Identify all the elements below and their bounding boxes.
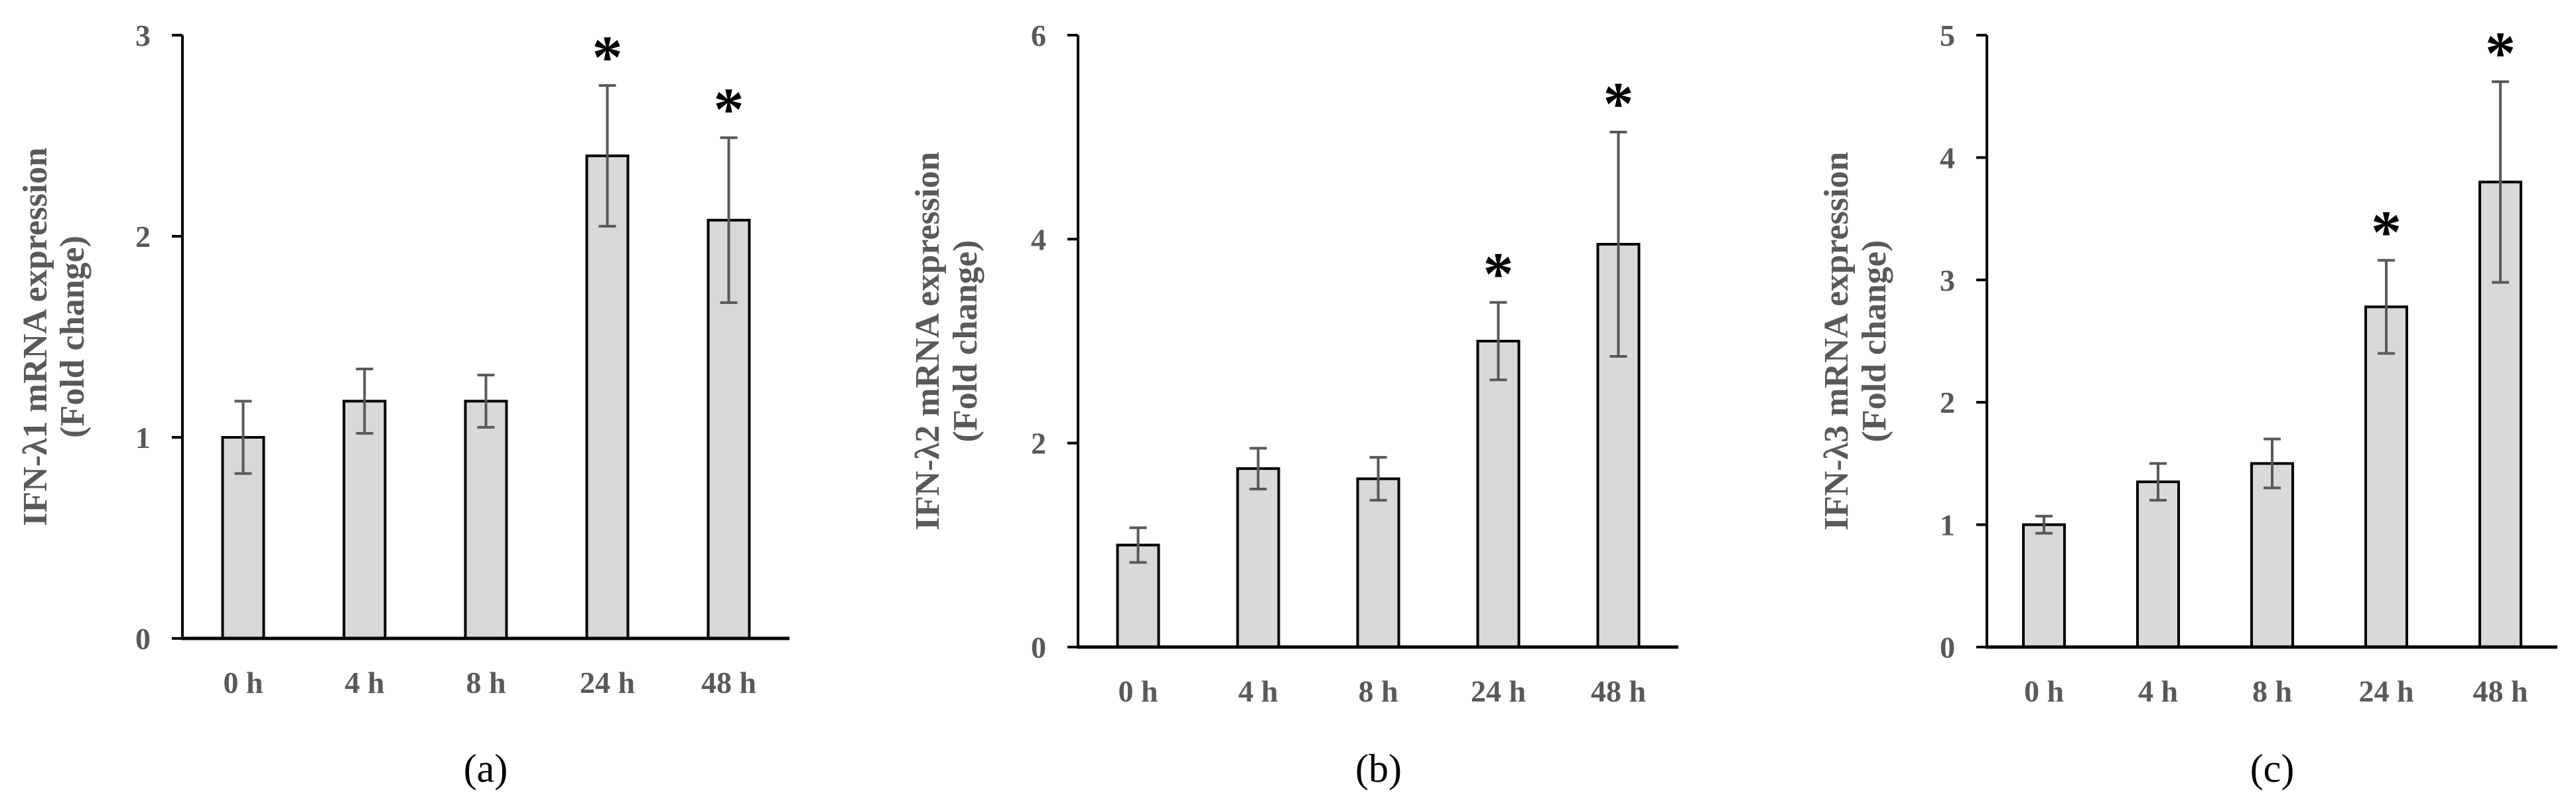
y-axis-title: IFN-λ1 mRNA expression xyxy=(17,147,54,526)
bar xyxy=(1236,467,1280,648)
y-tick-label: 6 xyxy=(1031,19,1046,52)
significance-marker: * xyxy=(1483,240,1514,308)
significance-marker: * xyxy=(2371,198,2402,265)
x-tick-label: 24 h xyxy=(580,666,635,699)
bar xyxy=(2022,523,2066,648)
x-tick-label: 48 h xyxy=(2473,674,2528,708)
bar xyxy=(1356,477,1400,649)
y-tick-label: 2 xyxy=(135,220,151,254)
panel-label: (a) xyxy=(464,747,508,790)
x-tick-label: 4 h xyxy=(2138,674,2178,708)
chart-panel-b: 0 2 4 6 0 h 4 h 8 h * 24 h * 48 h IFN-λ2 mRNA expre… xyxy=(909,19,1678,790)
y-tick-label: 2 xyxy=(1031,427,1046,461)
y-tick-label: 5 xyxy=(1940,19,1955,52)
x-tick-label: 24 h xyxy=(1471,674,1526,708)
panel-label: (b) xyxy=(1355,747,1402,790)
x-tick-label: 0 h xyxy=(223,666,263,699)
significance-marker: * xyxy=(592,23,623,91)
x-tick-label: 8 h xyxy=(2252,674,2292,708)
bar xyxy=(2364,305,2408,649)
bar xyxy=(342,400,387,640)
bar xyxy=(2250,462,2294,649)
y-axis-title: IFN-λ3 mRNA expression xyxy=(1818,152,1856,531)
y-axis-subtitle: (Fold change) xyxy=(947,240,984,443)
y-axis-subtitle: (Fold change) xyxy=(1856,240,1893,443)
significance-marker: * xyxy=(714,76,744,143)
y-axis-subtitle: (Fold change) xyxy=(54,236,92,438)
significance-marker: * xyxy=(2485,19,2516,87)
x-tick-label: 48 h xyxy=(701,666,756,699)
y-tick-label: 0 xyxy=(1940,630,1955,664)
y-tick-label: 1 xyxy=(135,421,151,455)
panel-label: (c) xyxy=(2250,747,2295,790)
bar xyxy=(707,218,751,640)
x-tick-label: 4 h xyxy=(1238,674,1278,708)
x-tick-label: 0 h xyxy=(1118,674,1158,708)
bar xyxy=(1476,340,1521,648)
y-tick-label: 4 xyxy=(1940,141,1955,175)
x-tick-label: 48 h xyxy=(1591,674,1646,708)
significance-marker: * xyxy=(1603,70,1634,137)
x-tick-label: 24 h xyxy=(2358,674,2413,708)
y-tick-label: 0 xyxy=(1031,630,1046,664)
y-tick-label: 0 xyxy=(135,622,151,656)
y-tick-label: 2 xyxy=(1940,386,1955,419)
bar xyxy=(464,400,508,640)
x-tick-label: 8 h xyxy=(466,666,506,699)
bar xyxy=(585,154,630,640)
x-tick-label: 4 h xyxy=(344,666,384,699)
bar xyxy=(2136,480,2180,648)
y-tick-label: 4 xyxy=(1031,222,1046,256)
y-tick-label: 3 xyxy=(135,19,151,52)
chart-panel-c: 0 1 2 3 4 5 0 h 4 h 8 h * 24 h * 48 h IFN-λ3 mRNA exp… xyxy=(1818,19,2557,790)
y-tick-label: 1 xyxy=(1940,508,1955,542)
x-tick-label: 8 h xyxy=(1358,674,1398,708)
chart-panel-a: 0 1 2 3 0 h 4 h 8 h * 24 h * 48 h IFN-λ1 mRNA expre… xyxy=(17,19,789,790)
x-tick-label: 0 h xyxy=(2024,674,2064,708)
y-axis-title: IFN-λ2 mRNA expression xyxy=(909,152,947,531)
y-tick-label: 3 xyxy=(1940,263,1955,297)
